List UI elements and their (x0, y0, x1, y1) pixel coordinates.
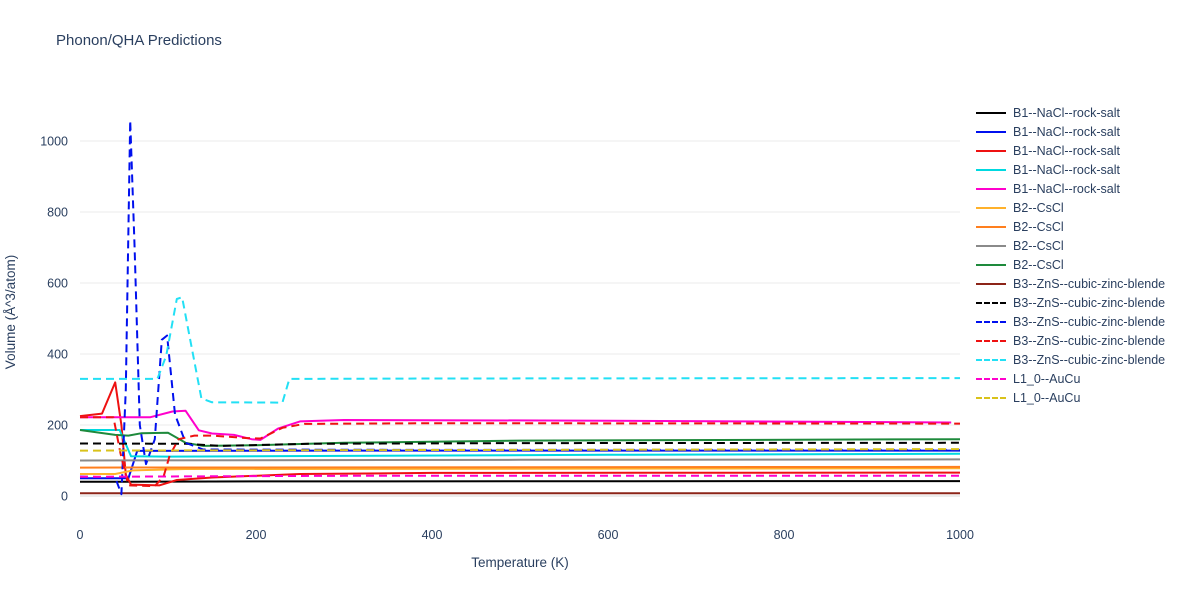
legend-label: B1--NaCl--rock-salt (1013, 181, 1120, 196)
legend-swatch-icon (976, 377, 1006, 380)
series-line-15-l1-0-aucu (79, 448, 961, 452)
y-tick-400: 400 (47, 348, 68, 362)
y-tick-labels: 0 200 400 600 800 1000 (40, 135, 68, 504)
legend-item-12[interactable]: B3--ZnS--cubic-zinc-blende (976, 331, 1165, 350)
legend-label: B1--NaCl--rock-salt (1013, 124, 1120, 139)
legend-item-0[interactable]: B1--NaCl--rock-salt (976, 103, 1165, 122)
legend-label: L1_0--AuCu (1013, 390, 1081, 405)
series-line-14-l1-0-aucu (79, 474, 960, 478)
legend-item-2[interactable]: B1--NaCl--rock-salt (976, 141, 1165, 160)
legend-label: B2--CsCl (1013, 257, 1064, 272)
legend-item-8[interactable]: B2--CsCl (976, 255, 1165, 274)
legend-label: B3--ZnS--cubic-zinc-blende (1013, 314, 1166, 329)
y-tick-0: 0 (61, 490, 68, 504)
series-line-13-b3-zns-cubic-zinc-blende (80, 296, 961, 404)
legend-item-5[interactable]: B2--CsCl (976, 198, 1165, 217)
legend-swatch-icon (976, 396, 1006, 399)
series-line-5-b2-cscl (80, 467, 961, 475)
y-tick-600: 600 (47, 277, 68, 291)
y-axis-title: Volume (Å^3/atom) (3, 255, 18, 369)
x-tick-labels: 0 200 400 600 800 1000 (77, 528, 974, 542)
series-line-7-b2-cscl (79, 458, 961, 462)
legend-item-4[interactable]: B1--NaCl--rock-salt (976, 179, 1165, 198)
legend-label: B1--NaCl--rock-salt (1013, 105, 1120, 120)
legend-swatch-icon (976, 339, 1006, 342)
legend-item-10[interactable]: B3--ZnS--cubic-zinc-blende (976, 293, 1165, 312)
legend-item-6[interactable]: B2--CsCl (976, 217, 1165, 236)
legend-label: B3--ZnS--cubic-zinc-blende (1013, 352, 1166, 367)
legend-swatch-icon (976, 168, 1006, 171)
legend-label: B2--CsCl (1013, 238, 1064, 253)
legend-label: B3--ZnS--cubic-zinc-blende (1013, 295, 1166, 310)
y-tick-200: 200 (47, 419, 68, 433)
legend-item-13[interactable]: B3--ZnS--cubic-zinc-blende (976, 350, 1165, 369)
x-tick-0: 0 (77, 528, 84, 542)
series-line-10-b3-zns-cubic-zinc-blende (79, 441, 961, 447)
x-tick-800: 800 (774, 528, 795, 542)
legend: B1--NaCl--rock-salt B1--NaCl--rock-salt B1… (976, 103, 1165, 407)
y-tick-1000: 1000 (40, 135, 68, 149)
x-tick-1000: 1000 (946, 528, 974, 542)
legend-swatch-icon (976, 301, 1006, 304)
legend-swatch-icon (976, 282, 1006, 285)
legend-label: B3--ZnS--cubic-zinc-blende (1013, 333, 1166, 348)
legend-swatch-icon (976, 320, 1006, 323)
y-tick-800: 800 (47, 206, 68, 220)
legend-item-14[interactable]: L1_0--AuCu (976, 369, 1165, 388)
legend-item-15[interactable]: L1_0--AuCu (976, 388, 1165, 407)
legend-swatch-icon (976, 244, 1006, 247)
legend-swatch-icon (976, 358, 1006, 361)
legend-swatch-icon (976, 225, 1006, 228)
legend-swatch-icon (976, 187, 1006, 190)
series-line-3-b1-nacl-rock-salt (80, 429, 961, 458)
legend-swatch-icon (976, 130, 1006, 133)
x-tick-400: 400 (422, 528, 443, 542)
x-tick-200: 200 (246, 528, 267, 542)
legend-item-7[interactable]: B2--CsCl (976, 236, 1165, 255)
legend-swatch-icon (976, 149, 1006, 152)
legend-swatch-icon (976, 263, 1006, 266)
legend-label: L1_0--AuCu (1013, 371, 1081, 386)
legend-label: B1--NaCl--rock-salt (1013, 143, 1120, 158)
series-line-6-b2-cscl (79, 465, 961, 469)
x-axis-title: Temperature (K) (471, 555, 569, 570)
gridlines (80, 140, 960, 497)
legend-item-3[interactable]: B1--NaCl--rock-salt (976, 160, 1165, 179)
chart-title: Phonon/QHA Predictions (56, 32, 222, 49)
series-line-12-b3-zns-cubic-zinc-blende (80, 416, 961, 488)
legend-label: B2--CsCl (1013, 219, 1064, 234)
series-line-0-b1-nacl-rock-salt (79, 480, 961, 483)
legend-label: B3--ZnS--cubic-zinc-blende (1013, 276, 1166, 291)
legend-label: B1--NaCl--rock-salt (1013, 162, 1120, 177)
legend-item-9[interactable]: B3--ZnS--cubic-zinc-blende (976, 274, 1165, 293)
x-tick-600: 600 (598, 528, 619, 542)
legend-swatch-icon (976, 206, 1006, 209)
legend-item-11[interactable]: B3--ZnS--cubic-zinc-blende (976, 312, 1165, 331)
legend-label: B2--CsCl (1013, 200, 1064, 215)
legend-item-1[interactable]: B1--NaCl--rock-salt (976, 122, 1165, 141)
legend-swatch-icon (976, 111, 1006, 114)
series-lines (79, 119, 961, 496)
series-line-11-b3-zns-cubic-zinc-blende (79, 119, 960, 496)
